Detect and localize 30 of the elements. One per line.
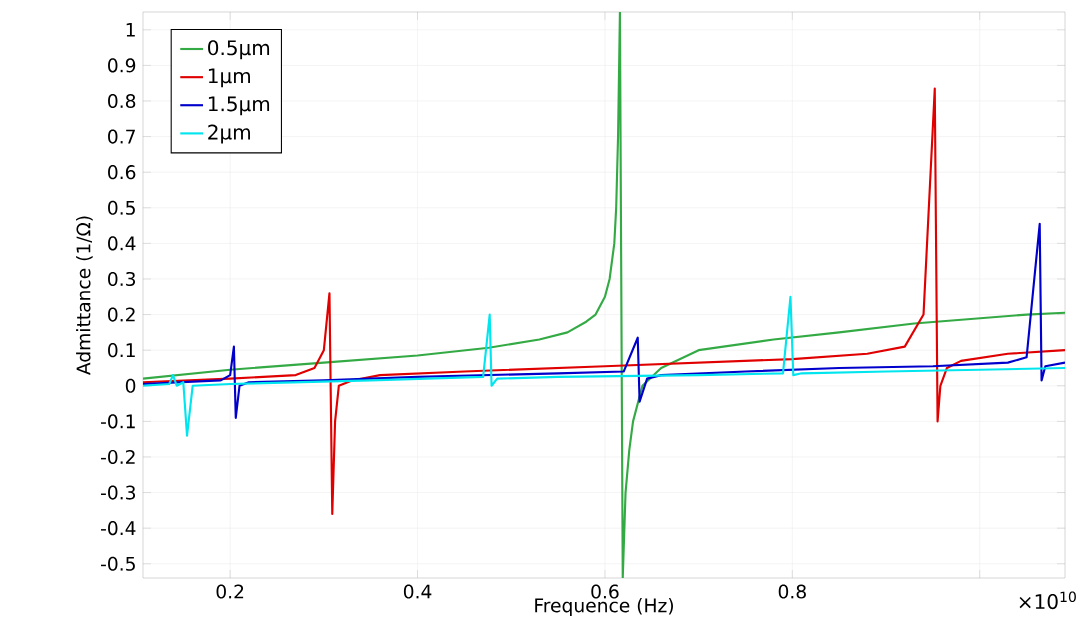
y-tick-label: 0.4 (108, 236, 136, 251)
y-tick-label: -0.1 (101, 414, 135, 429)
y-tick-label: 0.9 (108, 58, 136, 73)
y-tick-label: 0.3 (108, 271, 136, 287)
y-axis-title: Admittance (1/Ω) (76, 216, 93, 375)
x-tick-label: 0.8 (778, 584, 806, 599)
x-tick-label: 0.2 (216, 584, 244, 599)
legend-label: 0.5µm (208, 40, 270, 60)
y-tick-label: 0.7 (108, 129, 135, 144)
y-tick-label: -0.4 (101, 521, 136, 536)
y-tick-label: -0.2 (101, 449, 135, 465)
y-tick-label: 0.2 (108, 307, 135, 322)
y-tick-label: 0.6 (108, 165, 136, 180)
x-tick-label: 0.6 (591, 584, 619, 599)
line-series (143, 295, 1065, 437)
y-tick-label: -0.5 (101, 556, 135, 571)
x-axis-title: Frequence (Hz) (535, 597, 673, 617)
x-tick-label: 0.4 (403, 584, 432, 599)
y-tick-label: 0.5 (108, 200, 135, 215)
line-series (143, 222, 1065, 419)
legend-label: 1.5µm (208, 96, 270, 116)
y-tick-label: -0.3 (101, 485, 136, 500)
legend-label: 2µm (208, 124, 250, 144)
y-tick-label: 0 (125, 378, 136, 393)
legend-label: 1µm (208, 68, 250, 88)
y-tick-label: 1 (126, 22, 135, 37)
y-tick-label: 0.1 (108, 343, 135, 358)
line-series (143, 12, 1065, 578)
y-tick-label: 0.8 (108, 93, 136, 109)
text: ×10$^{10}$ (1019, 591, 1076, 610)
